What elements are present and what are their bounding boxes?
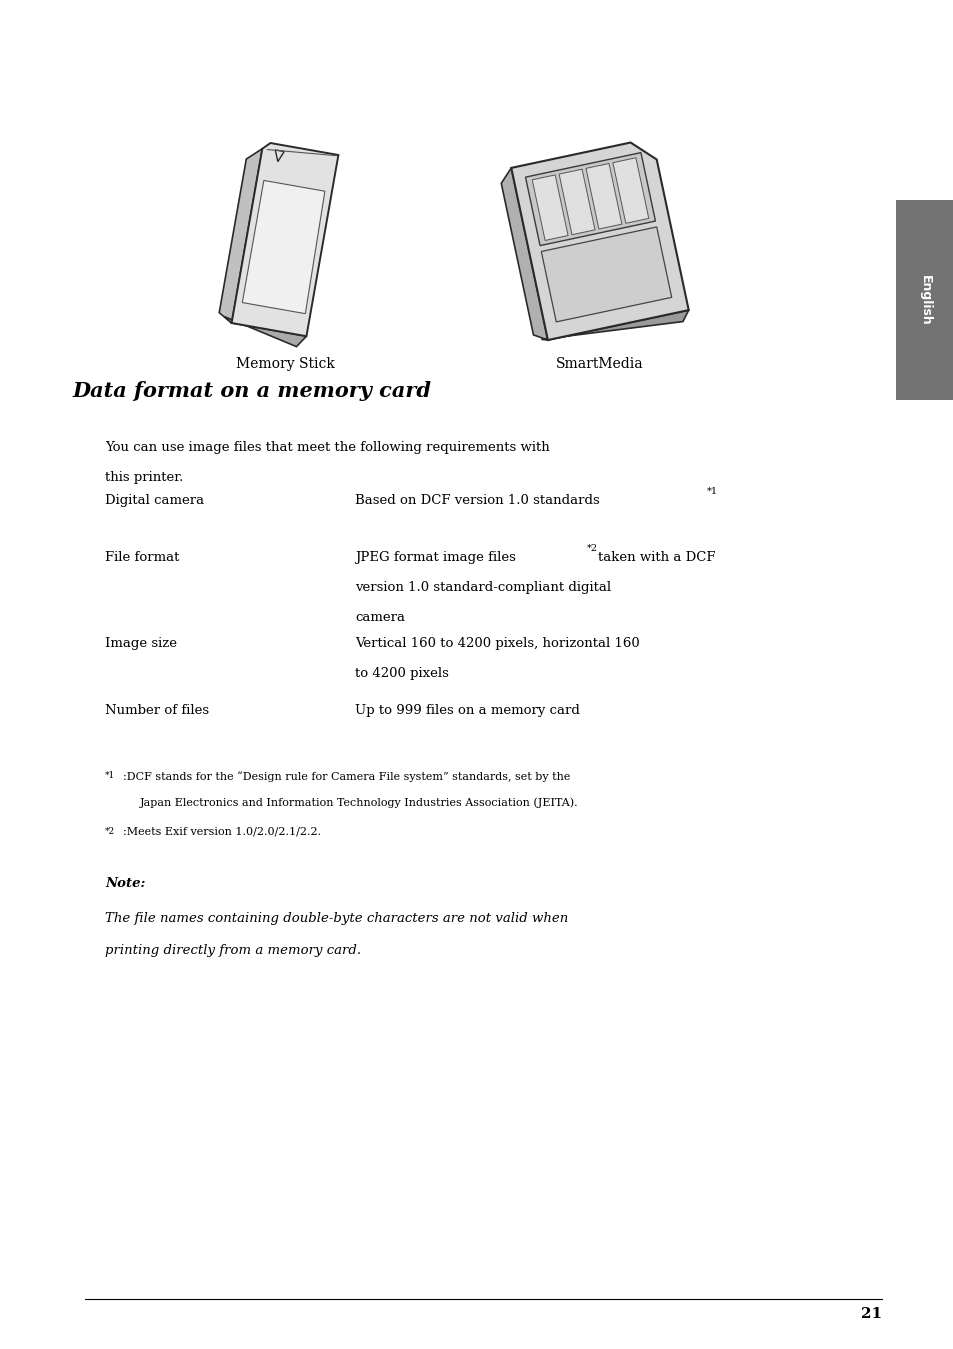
Text: *2: *2 [105, 827, 115, 836]
Text: File format: File format [105, 550, 179, 564]
Text: Data format on a memory card: Data format on a memory card [71, 380, 431, 401]
Polygon shape [540, 227, 671, 322]
Text: :DCF stands for the “Design rule for Camera File system” standards, set by the: :DCF stands for the “Design rule for Cam… [123, 772, 570, 782]
Text: version 1.0 standard-compliant digital: version 1.0 standard-compliant digital [355, 581, 611, 594]
Text: 21: 21 [860, 1307, 882, 1321]
Text: this printer.: this printer. [105, 471, 183, 484]
Text: English: English [918, 275, 930, 325]
Text: Note:: Note: [105, 877, 145, 890]
Text: *2: *2 [586, 544, 598, 553]
Text: Vertical 160 to 4200 pixels, horizontal 160: Vertical 160 to 4200 pixels, horizontal … [355, 637, 639, 650]
Text: *1: *1 [105, 772, 115, 780]
Text: Image size: Image size [105, 637, 177, 650]
Polygon shape [558, 169, 595, 235]
Text: Memory Stick: Memory Stick [235, 357, 335, 371]
Text: SmartMedia: SmartMedia [556, 357, 643, 371]
Text: You can use image files that meet the following requirements with: You can use image files that meet the fo… [105, 441, 549, 455]
Text: Digital camera: Digital camera [105, 494, 204, 507]
Text: Number of files: Number of files [105, 704, 209, 718]
Polygon shape [219, 148, 262, 322]
Text: Based on DCF version 1.0 standards: Based on DCF version 1.0 standards [355, 494, 599, 507]
Text: camera: camera [355, 611, 405, 625]
Polygon shape [500, 167, 547, 340]
Text: to 4200 pixels: to 4200 pixels [355, 666, 449, 680]
Polygon shape [232, 143, 338, 336]
Polygon shape [532, 175, 567, 240]
Text: Japan Electronics and Information Technology Industries Association (JEITA).: Japan Electronics and Information Techno… [140, 797, 578, 808]
Polygon shape [224, 317, 306, 347]
Polygon shape [525, 152, 655, 246]
Polygon shape [511, 143, 688, 340]
Polygon shape [612, 158, 648, 224]
Text: The file names containing double-byte characters are not valid when: The file names containing double-byte ch… [105, 912, 568, 925]
Polygon shape [541, 310, 688, 340]
Polygon shape [242, 181, 325, 314]
Bar [895, 200, 953, 401]
Text: printing directly from a memory card.: printing directly from a memory card. [105, 944, 361, 956]
Text: :Meets Exif version 1.0/2.0/2.1/2.2.: :Meets Exif version 1.0/2.0/2.1/2.2. [123, 827, 321, 836]
Text: *1: *1 [706, 487, 718, 496]
Polygon shape [585, 163, 621, 229]
Text: JPEG format image files: JPEG format image files [355, 550, 516, 564]
Text: Up to 999 files on a memory card: Up to 999 files on a memory card [355, 704, 579, 718]
Text: taken with a DCF: taken with a DCF [598, 550, 715, 564]
